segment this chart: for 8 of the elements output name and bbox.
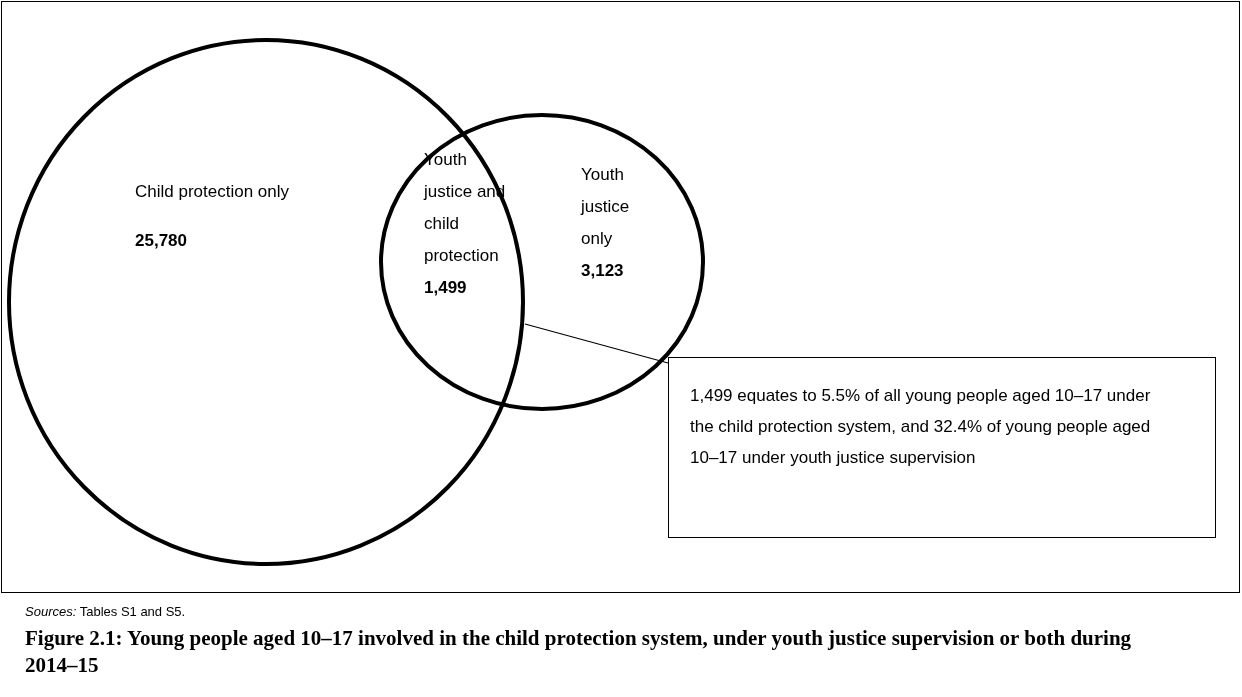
data-label: 3,123 bbox=[581, 260, 625, 282]
data-label: 25,780 bbox=[135, 230, 188, 252]
source-note: Sources: Tables S1 and S5. bbox=[25, 604, 186, 619]
data-label: 1,499 bbox=[424, 277, 468, 299]
text: Figure 2.1: Young people aged 10–17 involved in the child protection system, under youth justice supervision or both during 2014–15 bbox=[25, 625, 1133, 679]
category-label: Youth justice only bbox=[581, 165, 630, 248]
text: 1,499 equates to 5.5% of all young people aged 10–17 under the child protection system, and 32.4% of young people aged 10–17 under youth justice supervision bbox=[668, 357, 1216, 538]
category-label: Child protection only bbox=[135, 182, 290, 201]
